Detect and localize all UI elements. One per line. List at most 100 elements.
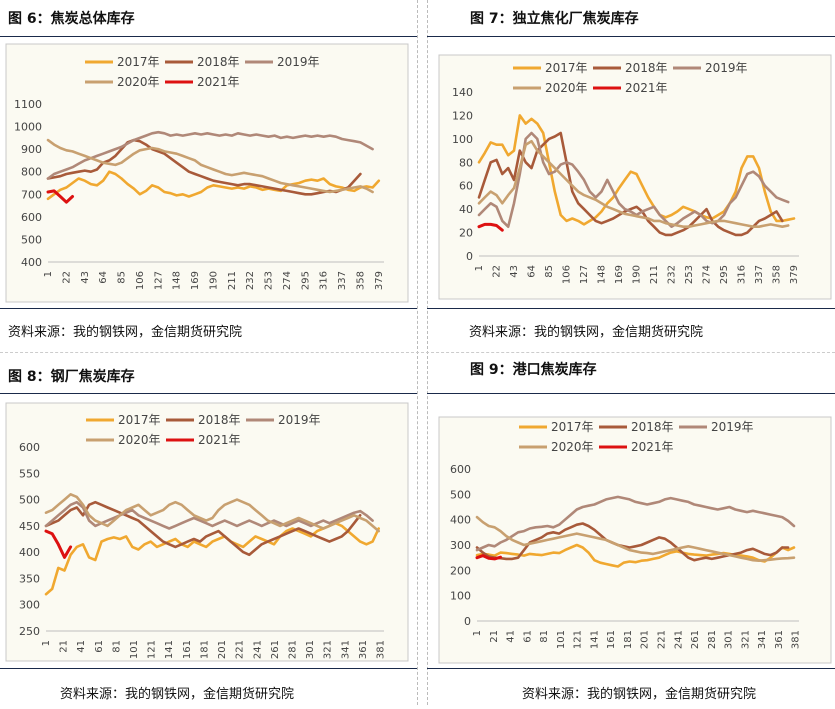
x-tick-label: 321 (323, 640, 334, 659)
y-tick-label: 500 (450, 488, 471, 501)
legend-label: 2020年 (118, 433, 161, 447)
x-tick-label: 21 (59, 640, 70, 653)
series-line (46, 170, 381, 201)
title-rule (0, 393, 417, 394)
x-tick-label: 295 (300, 271, 311, 290)
panel-fig7: 图 7：独立焦化厂焦炭库存 0 20 40 60 80 100 120 140 1 22 43 64 8… (427, 0, 835, 352)
legend-label: 2018年 (625, 61, 668, 75)
x-tick-label: 381 (375, 640, 386, 659)
panel-title: 图 6：焦炭总体库存 (8, 11, 135, 27)
x-tick-label: 169 (190, 271, 201, 290)
x-tick-label: 101 (129, 640, 140, 659)
x-tick-label: 161 (182, 640, 193, 659)
series-line (46, 189, 74, 204)
y-tick-label: 450 (19, 520, 40, 533)
title-rule (427, 36, 835, 37)
series-line (475, 543, 796, 568)
y-tick-label: 0 (466, 250, 473, 263)
x-tick-label: 232 (667, 265, 678, 284)
y-tick-label: 100 (452, 133, 473, 146)
x-tick-label: 190 (632, 265, 643, 284)
series-line (44, 529, 73, 559)
source-rule (427, 668, 835, 669)
x-tick-label: 85 (117, 271, 128, 284)
series-line (46, 130, 374, 180)
x-tick-label: 381 (791, 630, 802, 649)
x-tick-label: 341 (757, 630, 768, 649)
y-tick-label: 300 (450, 539, 471, 552)
x-tick-label: 337 (337, 271, 348, 290)
x-tick-label: 127 (579, 265, 590, 284)
x-tick-label: 201 (640, 630, 651, 649)
legend-label: 2017年 (118, 413, 161, 427)
y-tick-label: 0 (464, 615, 471, 628)
y-tick-label: 600 (450, 463, 471, 476)
legend-label: 2020年 (117, 75, 160, 89)
y-tick-label: 900 (21, 143, 42, 156)
x-tick-label: 261 (690, 630, 701, 649)
x-tick-label: 211 (649, 265, 660, 284)
x-tick-label: 301 (724, 630, 735, 649)
series-line (475, 515, 796, 562)
x-tick-label: 301 (305, 640, 316, 659)
x-tick-label: 361 (358, 640, 369, 659)
x-tick-label: 232 (245, 271, 256, 290)
legend-label: 2019年 (277, 55, 320, 69)
series-line (477, 139, 790, 228)
series-line (477, 131, 784, 237)
title-rule (427, 393, 835, 394)
x-tick-label: 101 (556, 630, 567, 649)
panel-fig8: 图 8：钢厂焦炭库存 250 300 350 400 450 500 550 600 1 21 41… (0, 357, 417, 709)
x-tick-label: 358 (772, 265, 783, 284)
legend-label: 2019年 (278, 413, 321, 427)
x-tick-label: 64 (527, 265, 538, 278)
chart-frame (438, 54, 832, 300)
legend-label: 2021年 (631, 440, 674, 454)
panel-title: 图 8：钢厂焦炭库存 (8, 369, 135, 385)
legend-label: 2021年 (198, 433, 241, 447)
chart-source: 资料来源：我的钢铁网，金信期货研究院 (469, 325, 704, 340)
panel-fig9: 图 9：港口焦炭库存 0 100 200 300 400 500 600 1 21 41 61 81 1… (427, 357, 835, 709)
x-tick-label: 141 (164, 640, 175, 659)
series-line (475, 495, 796, 552)
legend-label: 2020年 (545, 81, 588, 95)
x-tick-label: 274 (702, 265, 713, 284)
x-tick-label: 316 (737, 265, 748, 284)
source-rule (0, 668, 417, 669)
y-tick-label: 120 (452, 109, 473, 122)
legend-label: 2019年 (705, 61, 748, 75)
y-tick-label: 200 (450, 564, 471, 577)
series-line (475, 554, 502, 561)
x-tick-label: 281 (287, 640, 298, 659)
x-tick-label: 221 (656, 630, 667, 649)
horizontal-divider (0, 352, 835, 353)
y-tick-label: 60 (459, 180, 473, 193)
x-tick-label: 1 (43, 271, 54, 277)
x-tick-label: 148 (172, 271, 183, 290)
x-tick-label: 221 (235, 640, 246, 659)
x-tick-label: 61 (94, 640, 105, 653)
y-tick-label: 800 (21, 166, 42, 179)
x-tick-label: 81 (539, 630, 550, 643)
source-rule (0, 308, 417, 309)
y-tick-label: 1000 (14, 121, 42, 134)
x-tick-label: 22 (61, 271, 72, 284)
legend-label: 2021年 (625, 81, 668, 95)
y-tick-label: 100 (450, 590, 471, 603)
x-tick-label: 201 (217, 640, 228, 659)
legend-label: 2020年 (551, 440, 594, 454)
y-tick-label: 80 (459, 156, 473, 169)
legend-label: 2019年 (711, 420, 754, 434)
x-tick-label: 181 (623, 630, 634, 649)
x-tick-label: 127 (153, 271, 164, 290)
x-tick-label: 41 (506, 630, 517, 643)
x-tick-label: 190 (208, 271, 219, 290)
x-tick-label: 106 (562, 265, 573, 284)
series-line (477, 131, 790, 228)
series-line (46, 138, 374, 194)
x-tick-label: 41 (76, 640, 87, 653)
y-tick-label: 700 (21, 188, 42, 201)
x-tick-label: 281 (707, 630, 718, 649)
x-tick-label: 121 (147, 640, 158, 659)
legend-label: 2021年 (197, 75, 240, 89)
